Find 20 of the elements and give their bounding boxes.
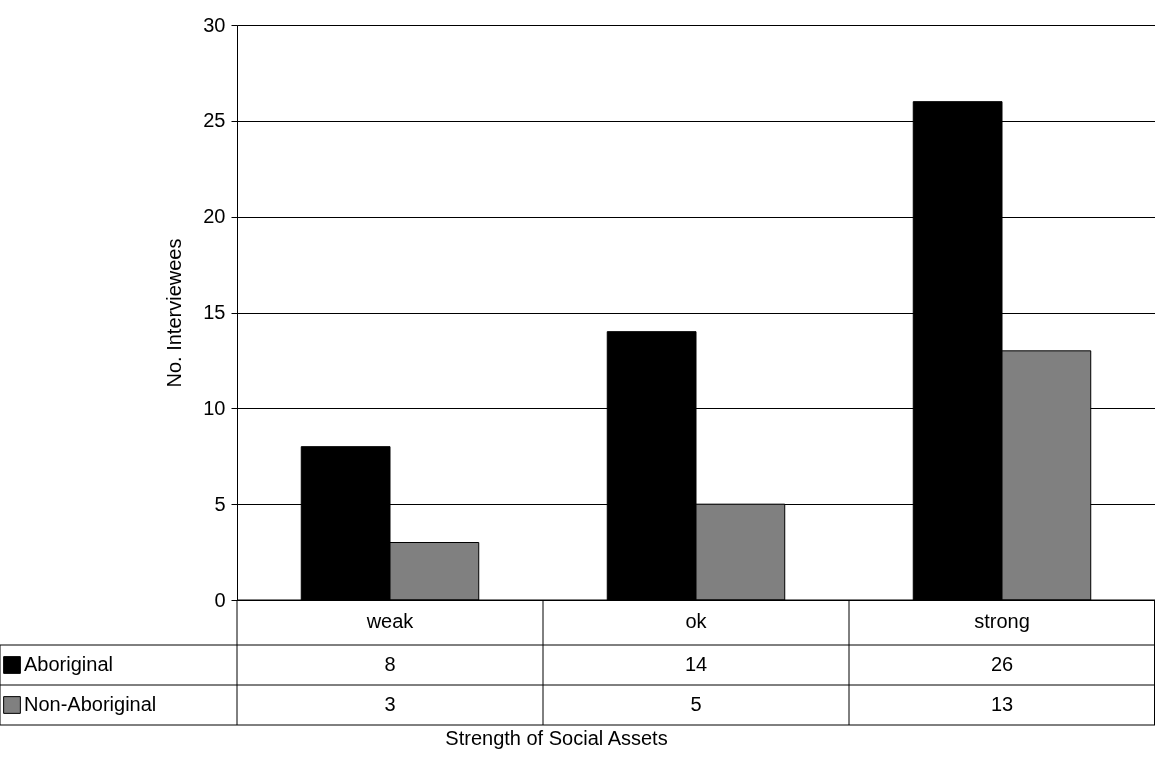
legend-label: Non-Aboriginal	[24, 693, 157, 715]
y-tick-label: 25	[203, 109, 226, 132]
y-tick-label: 0	[214, 588, 226, 611]
data-label: 14	[684, 653, 708, 675]
data-label: 26	[990, 653, 1014, 675]
y-axis-title: No. Interviewees	[163, 238, 186, 388]
x-tick-label: weak	[365, 610, 415, 632]
data-label: 3	[384, 693, 396, 715]
y-tick-label: 5	[214, 492, 226, 515]
legend-label: Aboriginal	[24, 653, 113, 675]
x-axis-title: Strength of Social Assets	[445, 726, 668, 749]
y-tick-label: 30	[203, 13, 226, 36]
data-label: 13	[990, 693, 1014, 715]
y-tick-label: 15	[203, 301, 226, 323]
data-label: 5	[690, 693, 702, 715]
x-tick-label: strong	[974, 610, 1030, 632]
x-tick-label: ok	[685, 610, 708, 632]
data-label: 8	[384, 653, 396, 675]
y-tick-label: 20	[203, 205, 226, 228]
y-tick-label: 10	[203, 396, 226, 419]
